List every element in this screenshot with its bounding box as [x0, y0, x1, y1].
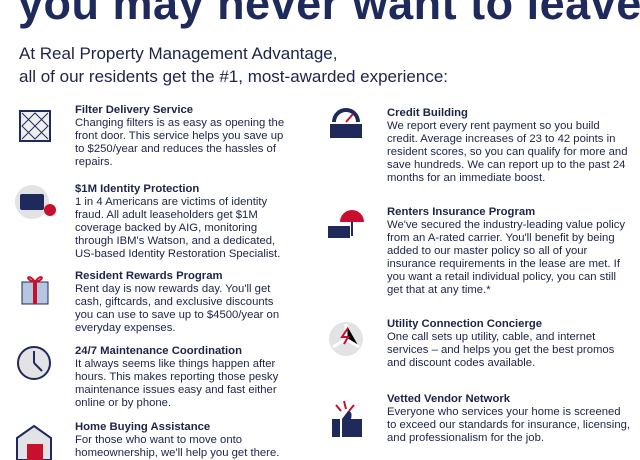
clock-icon [17, 346, 51, 380]
umbrella-icon [328, 210, 364, 238]
intro-line: all of our residents get the #1, most-aw… [19, 67, 449, 86]
service-item: Vetted Vendor Network Everyone who servic… [387, 393, 633, 445]
item-text: We've secured the industry-leading value… [387, 219, 626, 296]
thumb-icon [332, 400, 362, 437]
service-item: 24/7 Maintenance Coordination It always s… [75, 345, 287, 410]
service-item: Resident Rewards Program Rent day is now … [75, 270, 287, 335]
service-item: Credit Building We report every rent paym… [387, 107, 633, 185]
item-title: Renters Insurance Program [387, 206, 536, 218]
item-text: Changing filters is as easy as opening t… [75, 117, 285, 168]
item-title: Credit Building [387, 107, 468, 119]
filter-icon [19, 110, 51, 142]
utility-icon [329, 322, 363, 356]
item-title: Vetted Vendor Network [387, 393, 511, 405]
item-text: Everyone who services your home is scree… [387, 406, 631, 444]
service-item: Filter Delivery Service Changing filters … [75, 104, 287, 169]
service-item: Utility Connection Concierge One call set… [387, 318, 633, 370]
headline: you may never want to leave. [18, 0, 640, 29]
item-title: Filter Delivery Service [75, 104, 194, 116]
item-title: 24/7 Maintenance Coordination [75, 345, 242, 357]
item-text: For those who want to move onto homeowne… [75, 434, 280, 459]
credit-icon [330, 108, 362, 138]
item-title: Resident Rewards Program [75, 270, 223, 282]
service-item: Renters Insurance Program We've secured t… [387, 206, 633, 297]
service-item: $1M Identity Protection 1 in 4 Americans … [75, 183, 287, 261]
item-title: Home Buying Assistance [75, 421, 211, 433]
item-title: Utility Connection Concierge [387, 318, 543, 330]
intro-line: At Real Property Management Advantage, [19, 44, 338, 63]
item-text: Rent day is now rewards day. You'll get … [75, 283, 280, 334]
item-text: It always seems like things happen after… [75, 358, 279, 409]
rewards-icon [21, 276, 49, 305]
house-icon [16, 424, 52, 460]
identity-icon [15, 185, 56, 219]
item-title: $1M Identity Protection [75, 183, 200, 195]
item-text: We report every rent payment so you buil… [387, 120, 628, 184]
item-text: One call sets up utility, cable, and int… [387, 331, 615, 369]
item-text: 1 in 4 Americans are victims of identity… [75, 196, 281, 260]
service-item: Home Buying Assistance For those who want… [75, 421, 287, 460]
